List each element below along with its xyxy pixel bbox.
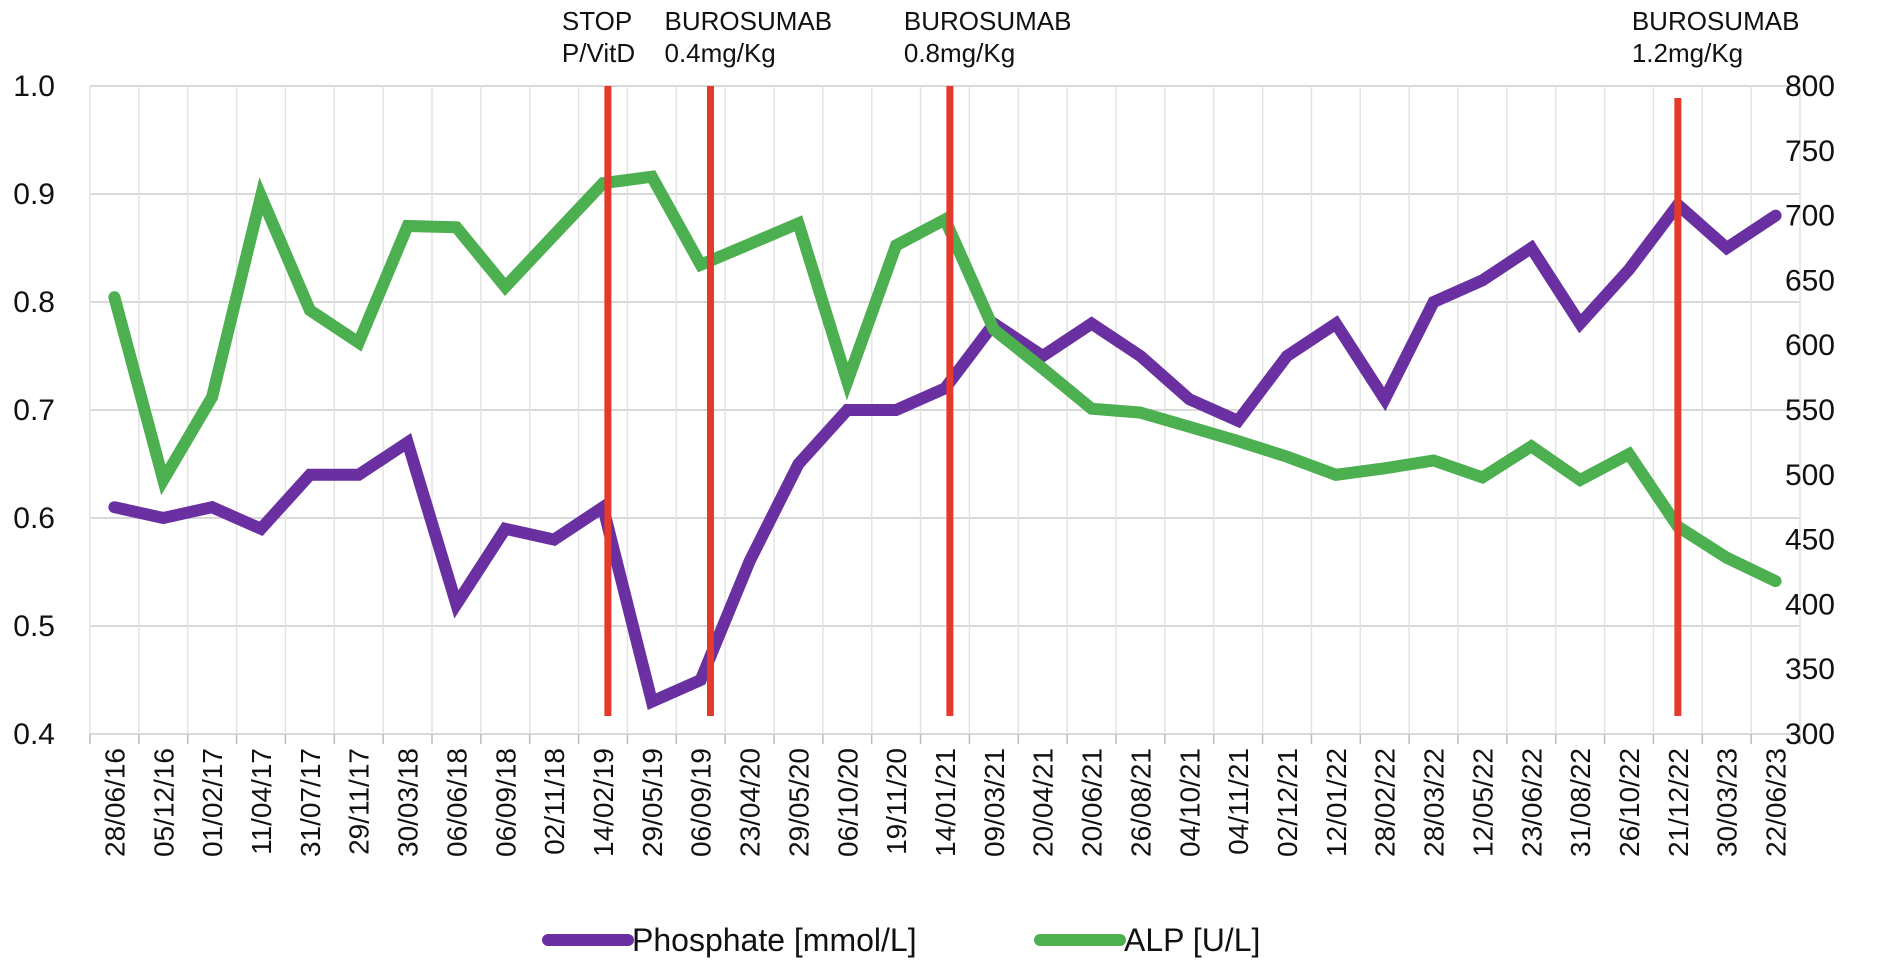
x-tick-label: 28/02/22 <box>1370 748 1401 857</box>
x-tick-label: 23/06/22 <box>1516 748 1547 857</box>
x-tick-label: 29/05/20 <box>783 748 814 857</box>
x-tick-label: 01/02/17 <box>197 748 228 857</box>
y-axis-left: 0.4 0.5 0.6 0.7 0.8 0.9 1.0 <box>13 70 55 751</box>
x-tick-label: 06/06/18 <box>441 748 472 857</box>
x-tick-label: 28/03/22 <box>1419 748 1450 857</box>
x-tick-label: 12/01/22 <box>1321 748 1352 857</box>
y-right-tick-label: 800 <box>1785 70 1835 103</box>
series-group <box>114 177 1775 702</box>
legend: Phosphate [mmol/L] ALP [U/L] <box>548 922 1260 958</box>
x-tick-label: 29/05/19 <box>637 748 668 857</box>
event-marker-label: 0.8mg/Kg <box>904 38 1015 68</box>
y-right-tick-label: 750 <box>1785 135 1835 168</box>
y-left-tick-label: 0.8 <box>13 286 55 319</box>
y-axis-right: 300 350 400 450 500 550 600 650 700 750 800 <box>1785 70 1835 751</box>
event-marker-label: 0.4mg/Kg <box>664 38 775 68</box>
y-right-tick-label: 500 <box>1785 459 1835 492</box>
x-tick-label: 04/10/21 <box>1174 748 1205 857</box>
x-tick-label: 22/06/23 <box>1761 748 1792 857</box>
x-tick-label: 14/02/19 <box>588 748 619 857</box>
y-right-tick-label: 350 <box>1785 653 1835 686</box>
event-marker-label: BUROSUMAB <box>1632 6 1800 36</box>
y-right-tick-label: 450 <box>1785 524 1835 557</box>
grid <box>90 86 1800 744</box>
x-tick-label: 09/03/21 <box>979 748 1010 857</box>
x-tick-label: 06/09/19 <box>686 748 717 857</box>
y-left-tick-label: 0.9 <box>13 178 55 211</box>
event-marker-label: 1.2mg/Kg <box>1632 38 1743 68</box>
x-tick-label: 21/12/22 <box>1663 748 1694 857</box>
legend-label-phosphate: Phosphate [mmol/L] <box>632 922 917 958</box>
x-tick-label: 30/03/23 <box>1712 748 1743 857</box>
y-right-tick-label: 400 <box>1785 588 1835 621</box>
x-tick-label: 04/11/21 <box>1223 748 1254 855</box>
x-tick-label: 14/01/21 <box>930 748 961 857</box>
legend-label-alp: ALP [U/L] <box>1124 922 1260 958</box>
event-markers: STOPP/VitDBUROSUMAB0.4mg/KgBUROSUMAB0.8m… <box>562 6 1800 716</box>
x-tick-label: 20/04/21 <box>1028 748 1059 857</box>
x-tick-label: 06/09/18 <box>490 748 521 857</box>
x-tick-label: 30/03/18 <box>393 748 424 857</box>
x-tick-label: 11/04/17 <box>246 748 277 855</box>
y-left-tick-label: 0.6 <box>13 502 55 535</box>
y-right-tick-label: 550 <box>1785 394 1835 427</box>
event-marker-label: BUROSUMAB <box>904 6 1072 36</box>
x-axis: 28/06/16 05/12/16 01/02/17 11/04/17 31/07/17… <box>99 748 1791 857</box>
event-marker-label: STOP <box>562 6 632 36</box>
x-tick-label: 29/11/17 <box>344 748 375 855</box>
x-tick-label: 31/07/17 <box>295 748 326 857</box>
y-right-tick-label: 700 <box>1785 200 1835 233</box>
x-tick-label: 26/10/22 <box>1614 748 1645 857</box>
x-tick-label: 26/08/21 <box>1125 748 1156 857</box>
x-tick-label: 20/06/21 <box>1077 748 1108 857</box>
x-tick-label: 19/11/20 <box>881 748 912 855</box>
y-right-tick-label: 650 <box>1785 264 1835 297</box>
y-left-tick-label: 0.5 <box>13 610 55 643</box>
event-marker-label: BUROSUMAB <box>664 6 832 36</box>
x-tick-label: 23/04/20 <box>735 748 766 857</box>
x-tick-label: 02/11/18 <box>539 748 570 855</box>
y-left-tick-label: 0.7 <box>13 394 55 427</box>
y-right-tick-label: 300 <box>1785 718 1835 751</box>
y-right-tick-label: 600 <box>1785 329 1835 362</box>
y-left-tick-label: 0.4 <box>13 718 55 751</box>
x-tick-label: 31/08/22 <box>1565 748 1596 857</box>
x-tick-label: 06/10/20 <box>832 748 863 857</box>
x-tick-label: 12/05/22 <box>1467 748 1498 857</box>
x-tick-label: 05/12/16 <box>148 748 179 857</box>
event-marker-label: P/VitD <box>562 38 635 68</box>
x-tick-label: 28/06/16 <box>99 748 130 857</box>
y-left-tick-label: 1.0 <box>13 70 55 103</box>
x-tick-label: 02/12/21 <box>1272 748 1303 857</box>
